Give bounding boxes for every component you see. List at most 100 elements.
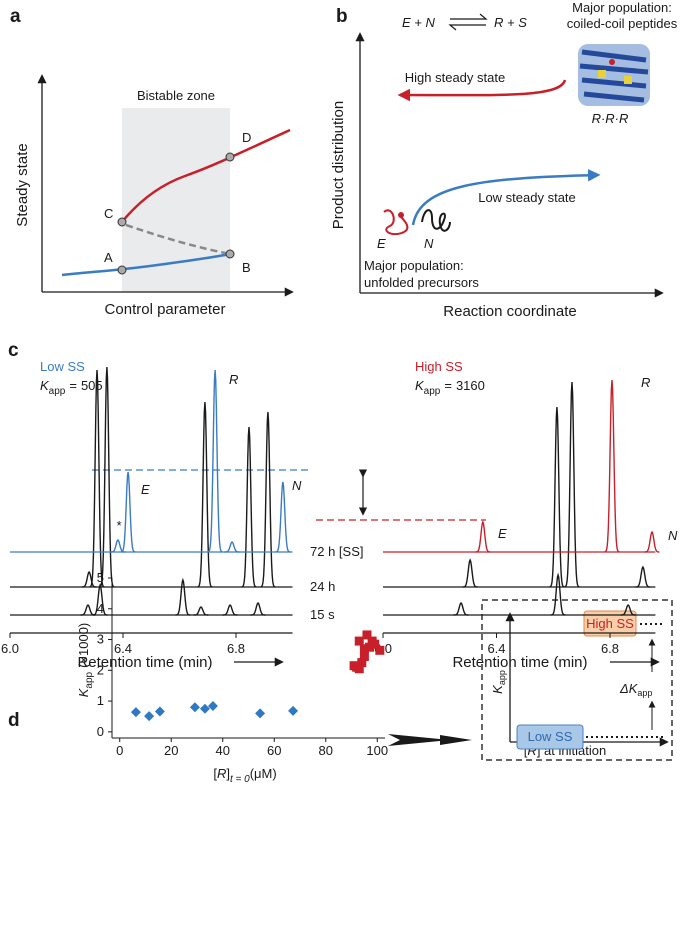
- low-label: Low SS: [528, 729, 573, 744]
- low-arrow: [411, 169, 601, 226]
- point: [225, 249, 235, 259]
- x-tick-label: 40: [216, 743, 230, 758]
- equation-right: R + S: [494, 15, 527, 30]
- subscript: app: [49, 386, 66, 397]
- symbol: K: [76, 687, 91, 697]
- point: [117, 217, 127, 227]
- peak-label: N: [668, 528, 678, 543]
- peak: [89, 369, 105, 588]
- peak: [549, 406, 565, 588]
- relation: =: [69, 378, 77, 393]
- peak: [550, 572, 566, 616]
- x-tick-label: 20: [164, 743, 178, 758]
- point: [199, 703, 210, 714]
- subscript: t = 0: [230, 774, 250, 785]
- subscript: app: [497, 670, 507, 685]
- x-axis-label: Reaction coordinate: [443, 303, 576, 320]
- x-tick-label: 0: [116, 743, 123, 758]
- peak: [260, 411, 276, 588]
- y-tick-label: 2: [97, 662, 104, 677]
- caption: unfolded precursors: [364, 275, 479, 290]
- symbol: R: [217, 766, 226, 781]
- inset-y-label: Kapp: [490, 670, 507, 694]
- big-arrow-head: [440, 735, 472, 745]
- bracket: ]: [226, 766, 230, 781]
- peak: [635, 565, 651, 588]
- trace-label: 72 h [SS]: [310, 544, 363, 559]
- precursor-end: [398, 212, 404, 218]
- point: [207, 701, 218, 711]
- peak: [644, 530, 660, 553]
- point: [359, 651, 369, 661]
- residue: [624, 76, 632, 84]
- protein-structure: [578, 44, 650, 106]
- peak: [462, 558, 478, 588]
- high-arrow: [397, 79, 567, 102]
- x-tick-label: 6.8: [601, 641, 619, 656]
- x-tick-label: 6.0: [1, 641, 19, 656]
- point: [357, 658, 367, 668]
- point: [370, 639, 380, 649]
- peak-label: *: [116, 518, 122, 533]
- point: [189, 702, 200, 713]
- panel-letter: a: [10, 6, 21, 27]
- peak: [475, 520, 491, 553]
- y-tick-label: 4: [97, 601, 104, 616]
- point-label: D: [242, 130, 251, 145]
- caption: coiled-coil peptides: [567, 16, 678, 31]
- y-axis-label: Steady state: [14, 143, 31, 226]
- x-tick-label: 6.4: [114, 641, 132, 656]
- peak: [193, 606, 209, 616]
- peak: [604, 379, 620, 553]
- y-tick-label: 1: [97, 693, 104, 708]
- point-label: A: [104, 250, 113, 265]
- kapp-value: 505: [81, 378, 103, 393]
- species-label: E: [377, 236, 386, 251]
- x-axis-label: Retention time (min): [77, 654, 212, 671]
- peak: [120, 471, 136, 553]
- peak: [241, 426, 257, 588]
- symbol: K: [40, 378, 50, 393]
- peak-label: R: [641, 375, 650, 390]
- low-label: Low steady state: [478, 190, 576, 205]
- point: [362, 630, 372, 640]
- equation-left: E + N: [402, 15, 435, 30]
- point-label: B: [242, 260, 251, 275]
- x-tick-label: 80: [319, 743, 333, 758]
- low-box: [516, 724, 584, 750]
- x-axis-label: [R]t = 0(μM): [213, 766, 276, 785]
- chart-title: High SS: [415, 359, 463, 374]
- kapp-label: Kapp = 3160: [415, 378, 485, 397]
- x-axis-label: Retention time (min): [452, 654, 587, 671]
- helix: [579, 49, 649, 103]
- product-label: R·R·R: [592, 111, 629, 126]
- kapp-label: Kapp = 505: [40, 378, 103, 397]
- x-tick-label: 6.8: [227, 641, 245, 656]
- trace-label: 15 s: [310, 607, 335, 622]
- point: [117, 265, 127, 275]
- peak: [80, 604, 96, 616]
- y-tick-label: 0: [97, 724, 104, 739]
- point-label: C: [104, 206, 113, 221]
- panel-letter: c: [8, 340, 19, 361]
- chart-title: Low SS: [40, 359, 85, 374]
- trace-label: 24 h: [310, 579, 335, 594]
- high-label: High SS: [586, 616, 634, 631]
- unit: (×1000): [76, 623, 91, 668]
- panel-letter: b: [336, 6, 348, 27]
- point: [288, 705, 299, 716]
- subscript: app: [84, 671, 95, 688]
- point: [365, 642, 375, 652]
- point: [144, 711, 155, 722]
- peak: [99, 366, 115, 588]
- x-axis-label: Control parameter: [105, 301, 226, 318]
- peak: [175, 577, 191, 616]
- delta-label: ΔKapp: [619, 681, 652, 698]
- peak: [275, 481, 291, 553]
- peak-label: E: [498, 526, 507, 541]
- x-tick-label: 60: [267, 743, 281, 758]
- peak-label: N: [292, 478, 302, 493]
- kapp-value: 3160: [456, 378, 485, 393]
- big-arrow: [388, 734, 450, 746]
